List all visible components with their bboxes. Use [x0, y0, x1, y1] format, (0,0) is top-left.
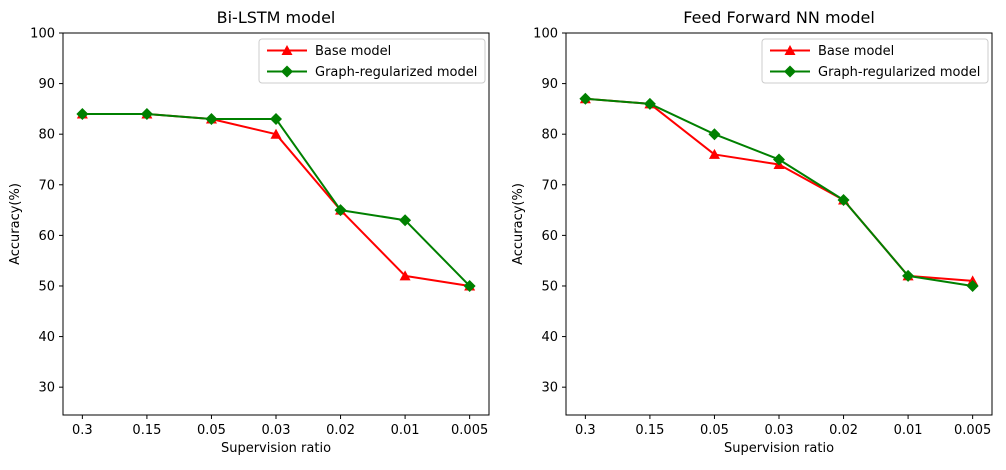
- x-tick-label: 0.05: [197, 423, 226, 438]
- legend-diamond-marker: [784, 65, 796, 78]
- y-tick-label: 30: [38, 381, 55, 396]
- y-tick-label: 30: [541, 381, 558, 396]
- chart-title: Feed Forward NN model: [683, 8, 875, 27]
- series-line-0: [585, 97, 973, 282]
- legend: Base model Graph-regularized model: [258, 38, 486, 84]
- y-tick-label: 100: [533, 27, 558, 42]
- x-tick-label: 0.03: [262, 423, 291, 438]
- diamond-marker: [334, 204, 347, 217]
- plot-border: [62, 32, 490, 416]
- legend-triangle-marker: [784, 45, 796, 55]
- diamond-marker: [399, 214, 412, 227]
- triangle-marker: [399, 270, 411, 281]
- x-tick-label: 0.3: [575, 423, 596, 438]
- x-tick-label: 0.005: [954, 423, 991, 438]
- chart-title: Bi-LSTM model: [217, 8, 336, 27]
- y-tick-label: 100: [30, 27, 55, 42]
- x-tick-label: 0.3: [72, 423, 93, 438]
- diamond-marker: [463, 279, 476, 292]
- chart-feed-forward-nn: 30 40 50 60 70 80 90 100 0.3 0.15 0.05 0.03 0.02 0.01…: [511, 8, 993, 456]
- series-line-1: [585, 97, 973, 287]
- x-tick-label: 0.15: [635, 423, 664, 438]
- diamond-marker: [837, 193, 850, 206]
- y-tick-label: 60: [541, 229, 558, 244]
- diamond-marker: [140, 107, 153, 120]
- y-tick-label: 80: [541, 128, 558, 143]
- y-tick-label: 60: [38, 229, 55, 244]
- x-tick-label: 0.02: [326, 423, 355, 438]
- y-axis-label: Accuracy(%): [8, 183, 23, 265]
- legend-label: Graph-regularized model: [315, 65, 477, 80]
- x-axis-label: Supervision ratio: [724, 441, 834, 456]
- y-axis-label: Accuracy(%): [511, 183, 526, 265]
- plot-border: [565, 32, 993, 416]
- legend-label: Graph-regularized model: [818, 65, 980, 80]
- y-tick-label: 40: [38, 330, 55, 345]
- diamond-marker: [270, 113, 282, 126]
- x-tick-label: 0.03: [765, 423, 794, 438]
- diamond-marker: [902, 269, 915, 282]
- y-tick-label: 90: [38, 77, 55, 92]
- series-line-0: [82, 112, 470, 287]
- triangle-marker: [708, 148, 720, 159]
- y-tick-label: 50: [541, 279, 558, 294]
- y-tick-label: 90: [541, 77, 558, 92]
- x-axis-label: Supervision ratio: [221, 441, 331, 456]
- x-tick-label: 0.15: [132, 423, 161, 438]
- legend-label: Base model: [818, 44, 894, 59]
- chart-bi-lstm: 30 40 50 60 70 80 90 100 0.3 0.15 0.05 0.03 0.02 0.01…: [8, 8, 490, 456]
- legend-triangle-marker: [281, 45, 293, 55]
- diamond-marker: [205, 113, 218, 126]
- legend-diamond-marker: [281, 65, 293, 78]
- triangle-marker: [270, 128, 282, 139]
- y-tick-label: 40: [541, 330, 558, 345]
- legend-box: [761, 38, 989, 84]
- y-tick-label: 50: [38, 279, 55, 294]
- y-tick-label: 70: [541, 178, 558, 193]
- x-tick-label: 0.02: [829, 423, 858, 438]
- diamond-marker: [708, 128, 721, 141]
- x-tick-label: 0.05: [700, 423, 729, 438]
- diamond-marker: [773, 153, 785, 166]
- diamond-marker: [966, 279, 979, 292]
- diamond-marker: [579, 92, 592, 105]
- x-tick-label: 0.01: [894, 423, 923, 438]
- diamond-marker: [76, 107, 89, 120]
- x-tick-label: 0.01: [391, 423, 420, 438]
- y-tick-label: 80: [38, 128, 55, 143]
- legend-label: Base model: [315, 44, 391, 59]
- x-tick-label: 0.005: [451, 423, 488, 438]
- legend-box: [258, 38, 486, 84]
- y-tick-label: 70: [38, 178, 55, 193]
- diamond-marker: [643, 97, 656, 110]
- legend: Base model Graph-regularized model: [761, 38, 989, 84]
- series-line-1: [82, 112, 471, 287]
